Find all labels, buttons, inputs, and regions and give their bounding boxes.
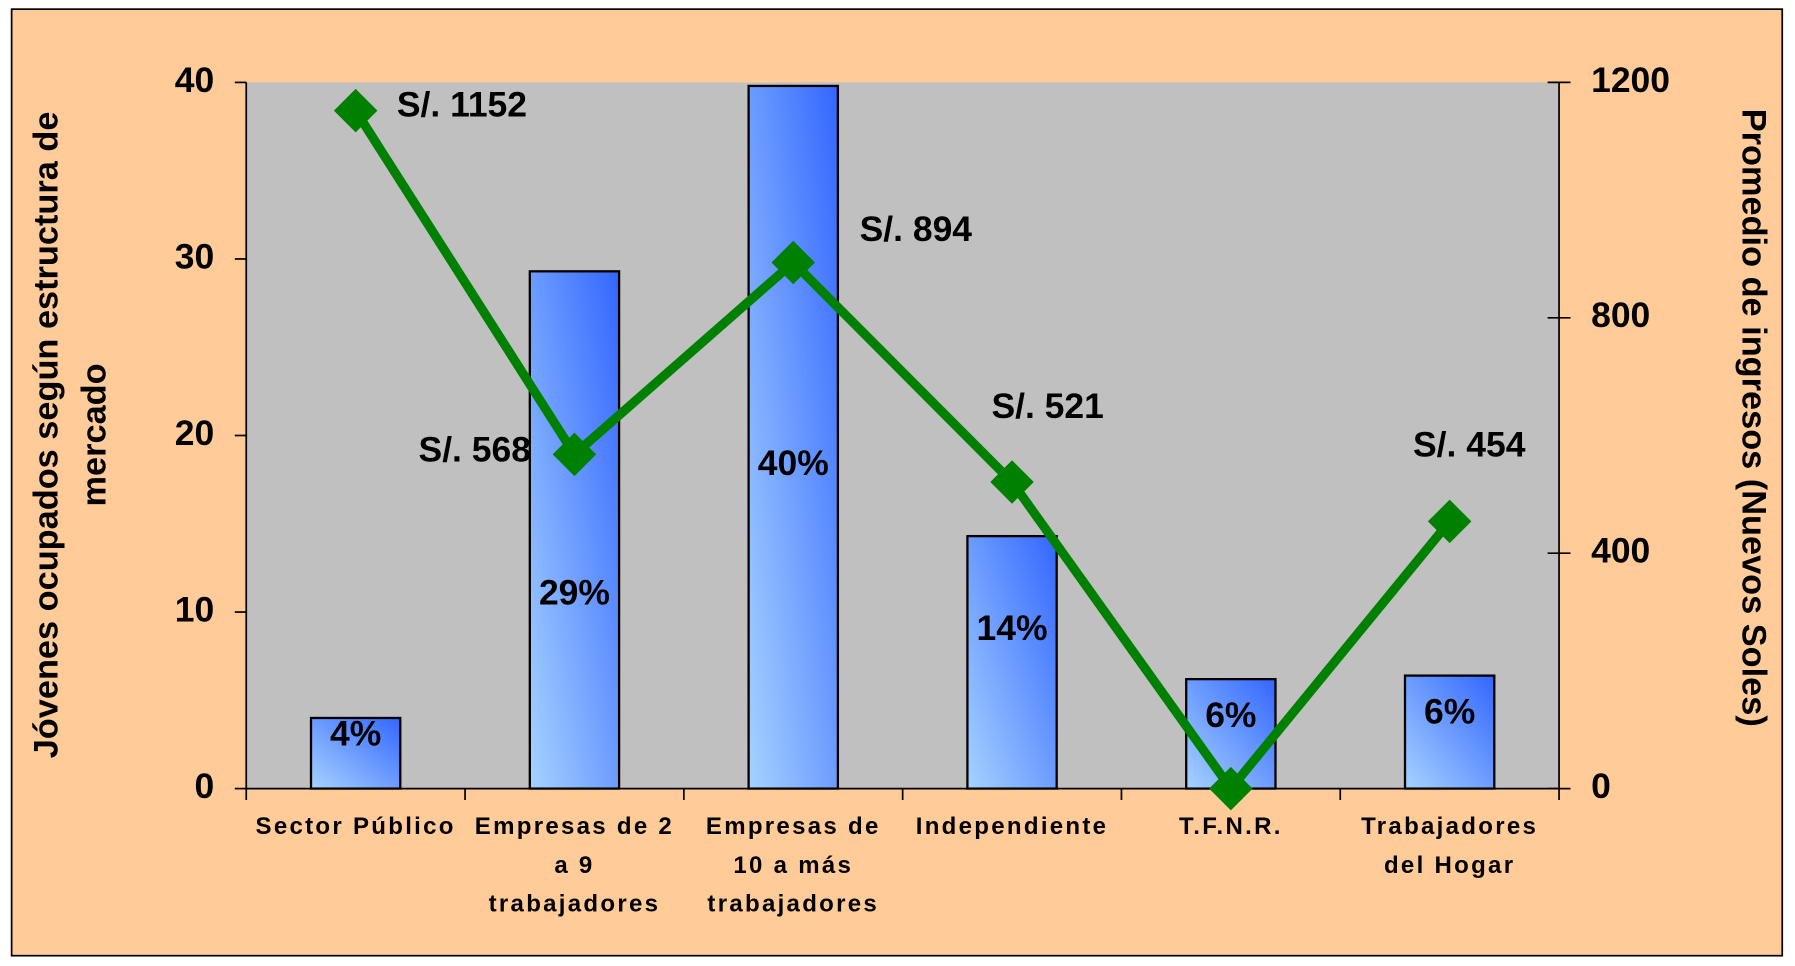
bar-value-label: 14% — [977, 608, 1048, 648]
line-value-label: S/. 1152 — [397, 85, 527, 125]
line-value-label: S/. 568 — [419, 429, 531, 469]
line-marker — [1427, 499, 1472, 544]
y2-axis-title: Promedio de ingresos (Nuevos Soles) — [1734, 109, 1772, 727]
line-marker — [552, 432, 597, 477]
x-tick-label: 10 a más — [733, 852, 853, 879]
x-tick-label: del Hogar — [1384, 852, 1515, 879]
bar — [309, 716, 402, 790]
x-tick-label: Sector Público — [256, 813, 456, 840]
x-tick-label: T.F.N.R. — [1179, 813, 1283, 840]
bar — [528, 270, 621, 790]
y2-tick-label: 1200 — [1591, 60, 1670, 100]
x-tick-label: Independiente — [916, 813, 1109, 840]
line-marker — [990, 460, 1034, 504]
y2-tick-label: 800 — [1591, 295, 1650, 335]
x-tick-label: trabajadores — [707, 891, 879, 918]
x-tick-label: Empresas de — [706, 813, 881, 840]
plot-area — [246, 82, 1560, 789]
line-marker — [771, 240, 815, 285]
y-axis-title: mercado — [75, 363, 113, 506]
y-tick-label: 10 — [175, 589, 214, 629]
x-tick-label: Empresas de 2 — [475, 813, 674, 840]
line-value-label: S/. 454 — [1413, 424, 1526, 464]
bar — [966, 534, 1058, 790]
line-marker — [333, 88, 378, 133]
y-tick-label: 30 — [175, 236, 214, 276]
bar-value-label: 4% — [330, 713, 381, 753]
x-tick-label: trabajadores — [489, 891, 661, 918]
bar-value-label: 6% — [1205, 695, 1256, 735]
y2-tick-label: 0 — [1591, 766, 1611, 806]
line-value-label: S/. 521 — [991, 386, 1103, 426]
y2-tick-label: 400 — [1591, 531, 1650, 571]
bar — [1403, 674, 1496, 790]
y-tick-label: 0 — [194, 766, 214, 806]
y-tick-label: 40 — [175, 60, 214, 100]
x-tick-label: a 9 — [554, 852, 594, 879]
x-tick-label: Trabajadores — [1361, 813, 1538, 840]
bar — [747, 84, 840, 790]
bar-value-label: 29% — [539, 573, 610, 613]
bar-value-label: 40% — [758, 443, 829, 483]
y-axis-title: Jóvenes ocupados según estructura de — [27, 112, 65, 759]
line-value-label: S/. 894 — [860, 209, 973, 249]
y-tick-label: 20 — [175, 413, 214, 453]
line — [351, 108, 1454, 794]
bar-value-label: 6% — [1424, 692, 1475, 732]
